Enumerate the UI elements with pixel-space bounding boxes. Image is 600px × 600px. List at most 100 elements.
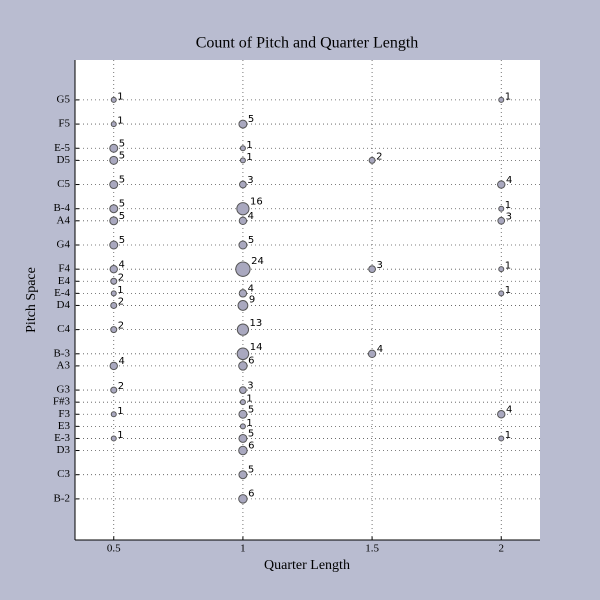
- point-label: 4: [118, 259, 124, 270]
- point: [238, 470, 248, 480]
- point-label: 1: [505, 261, 511, 272]
- point-label: 6: [248, 489, 254, 500]
- y-tick-label: B-4: [54, 202, 71, 214]
- point: [109, 204, 119, 214]
- point-label: 24: [251, 256, 264, 267]
- point: [498, 96, 505, 103]
- x-tick-label: 0.5: [107, 543, 121, 555]
- point-label: 4: [377, 344, 383, 355]
- point: [238, 445, 248, 456]
- y-tick-label: E-4: [54, 287, 70, 299]
- point-label: 1: [117, 285, 123, 296]
- y-tick-label: C4: [57, 323, 70, 335]
- point-label: 3: [247, 381, 253, 392]
- point-label: 2: [118, 296, 124, 307]
- point: [497, 216, 506, 225]
- point-label: 5: [248, 235, 254, 246]
- point-label: 3: [247, 175, 253, 186]
- y-tick-label: D4: [57, 299, 71, 311]
- point-label: 1: [117, 91, 123, 102]
- point: [109, 180, 119, 190]
- point-label: 5: [119, 199, 125, 210]
- x-tick-label: 1.5: [365, 543, 379, 555]
- point-label: 4: [506, 405, 512, 416]
- plot-area: [75, 60, 540, 540]
- y-tick-label: G3: [57, 384, 71, 396]
- point-label: 3: [506, 211, 512, 222]
- point-label: 5: [119, 211, 125, 222]
- point: [237, 300, 249, 311]
- point: [236, 347, 250, 361]
- y-tick-label: D5: [57, 154, 71, 166]
- point: [110, 411, 117, 418]
- point-label: 1: [117, 406, 123, 417]
- x-axis-label: Quarter Length: [264, 558, 350, 573]
- point-label: 2: [118, 381, 124, 392]
- point-label: 5: [119, 150, 125, 161]
- point-label: 5: [119, 138, 125, 149]
- point: [236, 202, 250, 216]
- point-label: 1: [246, 152, 252, 163]
- point: [498, 266, 505, 273]
- point: [238, 216, 248, 226]
- point-label: 1: [117, 430, 123, 441]
- point-label: 6: [248, 440, 254, 451]
- point: [110, 96, 117, 103]
- point-label: 1: [117, 116, 123, 127]
- point-label: 14: [250, 342, 263, 353]
- y-tick-label: D3: [57, 444, 71, 456]
- point: [239, 180, 247, 189]
- point-label: 4: [248, 211, 254, 222]
- point: [239, 423, 246, 430]
- point: [498, 205, 505, 212]
- point-label: 5: [119, 235, 125, 246]
- y-tick-label: E4: [58, 275, 71, 287]
- point: [238, 433, 248, 443]
- y-tick-label: E-5: [54, 142, 70, 154]
- point-label: 5: [119, 175, 125, 186]
- point-label: 5: [248, 428, 254, 439]
- point: [238, 361, 248, 371]
- point-label: 13: [250, 318, 263, 329]
- x-tick-label: 1: [240, 543, 246, 555]
- point: [238, 494, 248, 504]
- x-tick-label: 2: [499, 543, 505, 555]
- point-label: 5: [248, 404, 254, 415]
- point-label: 9: [249, 295, 255, 306]
- point: [110, 277, 118, 285]
- point: [498, 435, 505, 442]
- point: [238, 289, 248, 298]
- point-label: 1: [246, 394, 252, 405]
- point: [239, 157, 246, 164]
- point-label: 16: [250, 197, 263, 208]
- y-tick-label: F5: [58, 118, 70, 130]
- y-tick-label: E-3: [54, 432, 70, 444]
- y-tick-label: C5: [57, 178, 70, 190]
- point-label: 1: [505, 285, 511, 296]
- y-tick-label: G5: [57, 93, 71, 105]
- y-tick-label: F#3: [53, 396, 71, 408]
- point-label: 3: [376, 260, 382, 271]
- point-label: 2: [118, 272, 124, 283]
- point: [110, 386, 118, 394]
- point: [110, 290, 117, 297]
- point: [110, 326, 118, 334]
- point: [238, 119, 248, 129]
- point: [368, 265, 376, 274]
- point: [109, 361, 118, 371]
- y-tick-label: B-2: [54, 492, 71, 504]
- point: [109, 240, 119, 250]
- point-label: 1: [505, 200, 511, 211]
- point: [367, 349, 377, 359]
- point: [239, 386, 247, 394]
- point-label: 6: [248, 356, 254, 367]
- y-tick-label: E3: [58, 420, 71, 432]
- point: [497, 180, 506, 189]
- point-label: 2: [376, 151, 382, 162]
- point-label: 4: [506, 175, 512, 186]
- point-label: 1: [505, 430, 511, 441]
- y-axis-label: Pitch Space: [24, 267, 39, 333]
- point-label: 5: [248, 465, 254, 476]
- point: [109, 155, 119, 165]
- chart-title: Count of Pitch and Quarter Length: [196, 35, 419, 52]
